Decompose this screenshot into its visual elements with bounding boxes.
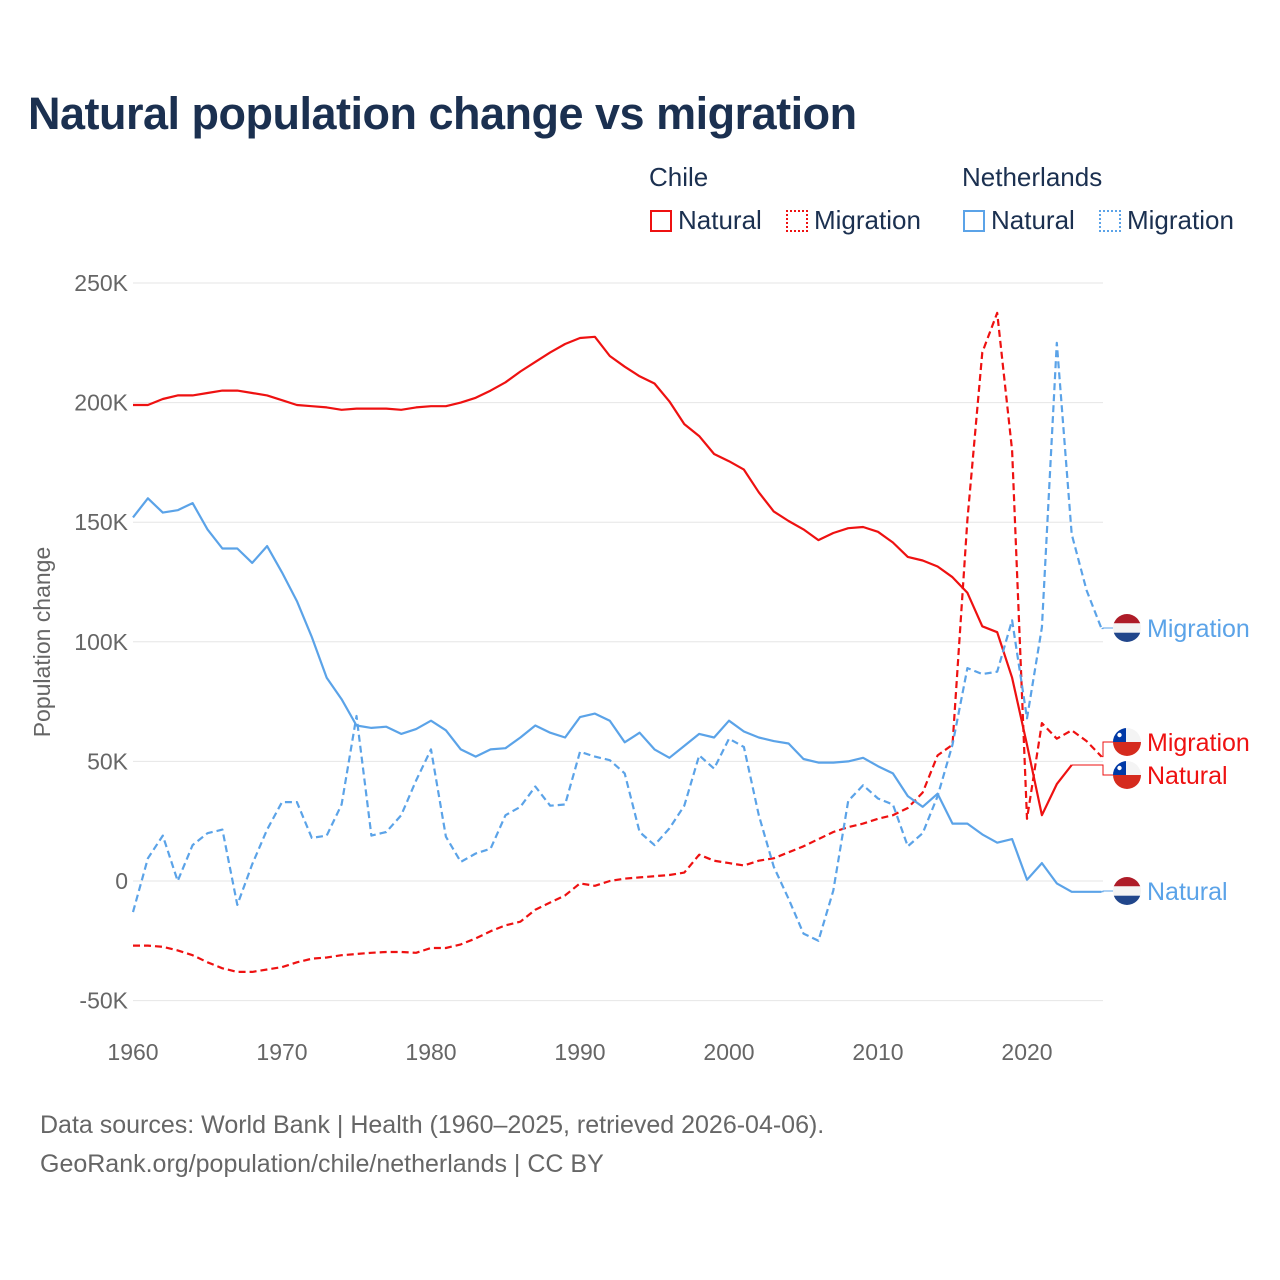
- y-tick-label: 200K: [74, 390, 128, 416]
- netherlands-flag-icon: [1113, 877, 1141, 905]
- x-tick-label: 2010: [852, 1039, 903, 1065]
- y-tick-label: 50K: [87, 748, 129, 774]
- solid-swatch-icon: [963, 209, 985, 232]
- y-tick-label: 250K: [74, 270, 128, 296]
- x-tick-label: 1980: [405, 1039, 456, 1065]
- dashed-swatch-icon: [786, 209, 808, 232]
- label-connector: [1071, 764, 1113, 776]
- x-tick-label: 2000: [703, 1039, 754, 1065]
- x-tick-label: 1960: [107, 1039, 158, 1065]
- label-connector: [1101, 890, 1113, 893]
- legend-netherlands-migration[interactable]: Migration: [1099, 205, 1234, 236]
- series-line-chile-natural: [133, 335, 1073, 817]
- dashed-swatch-icon: [1099, 209, 1121, 232]
- legend-label: Migration: [1127, 205, 1234, 235]
- series-end-label: Migration: [1147, 615, 1250, 643]
- series-line-netherlands-natural: [132, 497, 1102, 893]
- series-end-label: Migration: [1147, 729, 1250, 757]
- y-tick-label: -50K: [79, 988, 128, 1014]
- chile-flag-icon: [1113, 728, 1141, 756]
- x-tick-label: 1990: [554, 1039, 605, 1065]
- y-tick-label: 0: [115, 868, 128, 894]
- series-line-chile-migration: [133, 311, 1103, 973]
- y-tick-label: 150K: [74, 509, 128, 535]
- y-axis-label: Population change: [29, 547, 55, 738]
- chile-flag-icon: [1113, 761, 1141, 789]
- legend-label: Natural: [678, 205, 762, 235]
- x-tick-label: 2020: [1001, 1039, 1052, 1065]
- series-end-label: Natural: [1147, 762, 1228, 790]
- footer: Data sources: World Bank | Health (1960–…: [40, 1106, 824, 1184]
- label-connector: [1101, 741, 1113, 758]
- legend-group-chile: Chile: [649, 162, 709, 192]
- legend-chile-migration[interactable]: Migration: [786, 205, 921, 236]
- chart-title: Natural population change vs migration: [28, 88, 857, 139]
- legend-group-netherlands: Netherlands: [962, 162, 1103, 192]
- source-link[interactable]: GeoRank.org/population/chile/netherlands…: [40, 1150, 604, 1178]
- series-line-netherlands-migration: [131, 341, 1103, 942]
- legend-label: Natural: [991, 205, 1075, 235]
- x-tick-label: 1970: [256, 1039, 307, 1065]
- legend-chile-natural[interactable]: Natural: [650, 205, 762, 236]
- data-source: Data sources: World Bank | Health (1960–…: [40, 1111, 825, 1139]
- netherlands-flag-icon: [1113, 614, 1141, 642]
- series-end-label: Natural: [1147, 878, 1228, 906]
- legend-netherlands-natural[interactable]: Natural: [963, 205, 1075, 236]
- label-connector: [1101, 627, 1113, 630]
- legend-label: Migration: [814, 205, 921, 235]
- y-tick-label: 100K: [74, 629, 128, 655]
- solid-swatch-icon: [650, 209, 672, 232]
